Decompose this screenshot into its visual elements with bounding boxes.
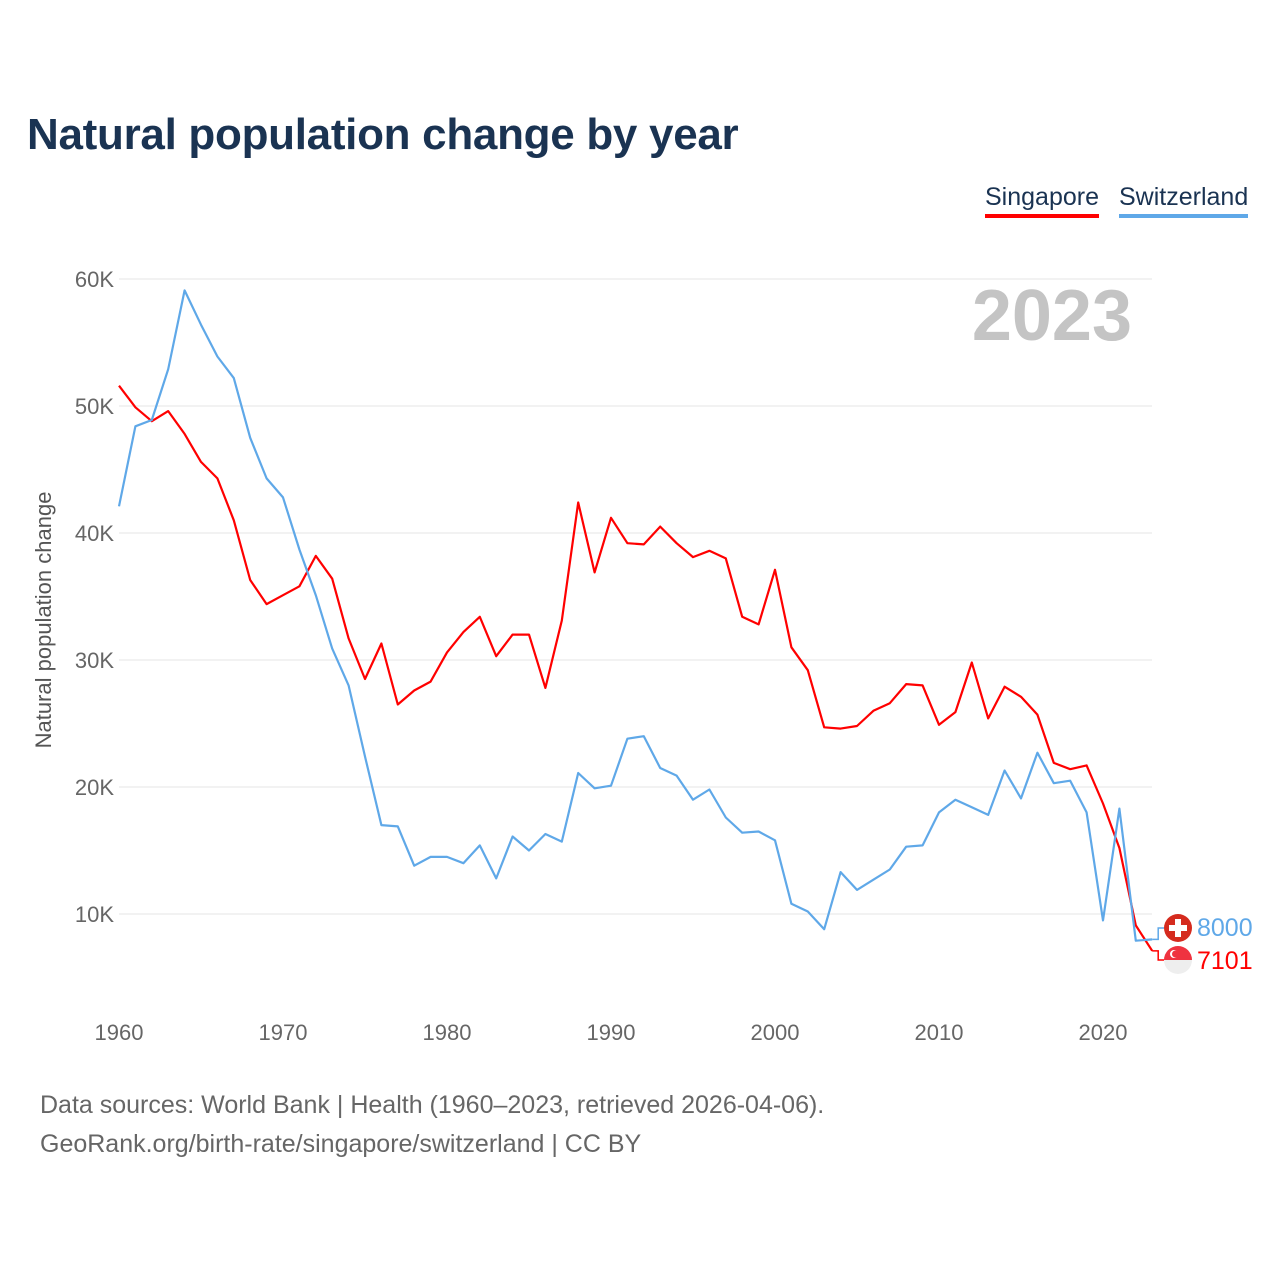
y-tick-label: 30K bbox=[75, 648, 114, 673]
source-link[interactable]: GeoRank.org/birth-rate/singapore/switzer… bbox=[40, 1130, 642, 1158]
x-tick-label: 1970 bbox=[259, 1020, 308, 1045]
y-tick-label: 10K bbox=[75, 902, 114, 927]
y-tick-label: 50K bbox=[75, 394, 114, 419]
x-tick-label: 1960 bbox=[95, 1020, 144, 1045]
end-label-singapore: 7101 bbox=[1197, 947, 1253, 975]
y-tick-label: 60K bbox=[75, 267, 114, 292]
end-connector-switzerland bbox=[1152, 927, 1164, 941]
x-tick-label: 1990 bbox=[587, 1020, 636, 1045]
x-tick-label: 2020 bbox=[1079, 1020, 1128, 1045]
data-source-text: Data sources: World Bank | Health (1960–… bbox=[40, 1091, 825, 1119]
series-line-switzerland bbox=[117, 289, 1153, 942]
end-connector-singapore bbox=[1152, 950, 1164, 961]
y-axis-label: Natural population change bbox=[31, 492, 56, 749]
switzerland-flag-icon bbox=[1164, 914, 1192, 942]
year-watermark: 2023 bbox=[972, 276, 1132, 356]
series-line-singapore bbox=[118, 385, 1154, 952]
y-tick-label: 40K bbox=[75, 521, 114, 546]
legend-item-singapore[interactable]: Singapore bbox=[985, 183, 1099, 218]
end-label-switzerland: 8000 bbox=[1197, 914, 1253, 942]
singapore-flag-icon bbox=[1164, 946, 1192, 974]
chart-title: Natural population change by year bbox=[27, 110, 739, 159]
x-tick-label: 2010 bbox=[915, 1020, 964, 1045]
x-tick-label: 1980 bbox=[423, 1020, 472, 1045]
footer: Data sources: World Bank | Health (1960–… bbox=[40, 1086, 824, 1164]
y-tick-label: 20K bbox=[75, 775, 114, 800]
x-tick-label: 2000 bbox=[751, 1020, 800, 1045]
legend-item-switzerland[interactable]: Switzerland bbox=[1119, 183, 1249, 218]
